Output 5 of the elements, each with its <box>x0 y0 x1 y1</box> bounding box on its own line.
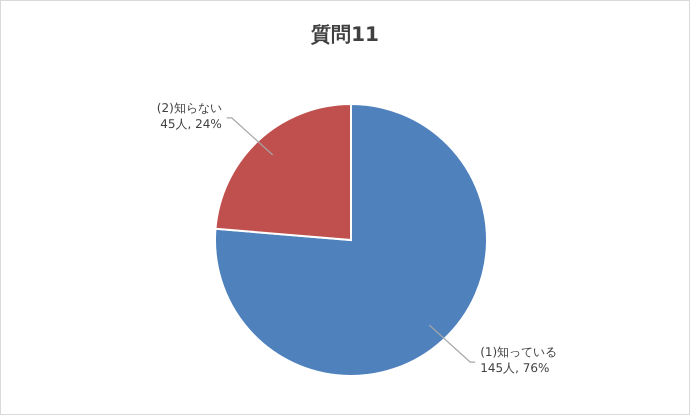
chart-title: 質問11 <box>310 22 379 46</box>
slice-label: (2)知らない <box>156 100 222 115</box>
data-label: 45人, 24% <box>160 116 222 131</box>
data-label: 145人, 76% <box>480 361 550 376</box>
slice-label: (1)知っている <box>480 345 558 360</box>
